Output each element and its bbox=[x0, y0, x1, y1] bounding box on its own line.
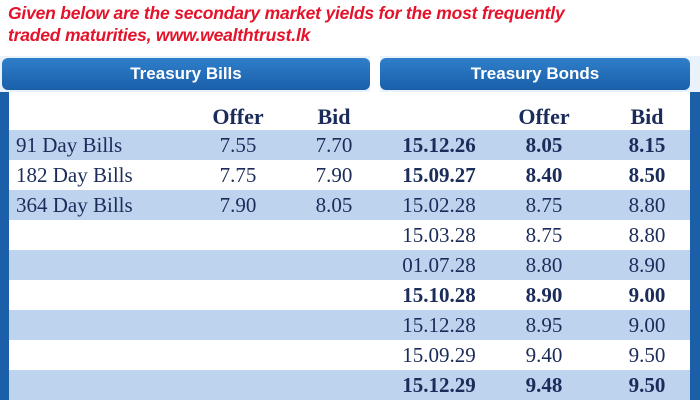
bond-offer-cell: 8.90 bbox=[525, 283, 563, 307]
bill-offer-cell: 7.75 bbox=[219, 163, 257, 187]
column-header-row: Offer Bid Offer Bid bbox=[9, 92, 690, 130]
table-row: 15.12.28 8.95 9.00 bbox=[9, 310, 690, 340]
bonds-offer-heading: Offer bbox=[518, 104, 570, 129]
table-row: 182 Day Bills 7.75 7.90 15.09.27 8.40 8.50 bbox=[9, 160, 690, 190]
caption-line-1: Given below are the secondary market yie… bbox=[8, 3, 565, 23]
bill-name-cell: 182 Day Bills bbox=[16, 163, 133, 187]
bill-bid-cell: 7.70 bbox=[315, 133, 353, 157]
bond-bid-cell: 9.00 bbox=[628, 283, 666, 307]
bond-bid-cell: 8.50 bbox=[628, 163, 666, 187]
bond-offer-cell: 8.75 bbox=[525, 223, 563, 247]
caption-line-2: traded maturities, www.wealthtrust.lk bbox=[8, 25, 311, 45]
table-row: 15.03.28 8.75 8.80 bbox=[9, 220, 690, 250]
table-row: 91 Day Bills 7.55 7.70 15.12.26 8.05 8.15 bbox=[9, 130, 690, 160]
frame-left-edge bbox=[0, 92, 9, 400]
bond-bid-cell: 8.80 bbox=[628, 223, 666, 247]
bond-bid-cell: 9.50 bbox=[628, 373, 666, 397]
bill-offer-cell: 7.55 bbox=[219, 133, 257, 157]
bond-maturity-cell: 15.03.28 bbox=[402, 223, 476, 247]
table-row: 364 Day Bills 7.90 8.05 15.02.28 8.75 8.80 bbox=[9, 190, 690, 220]
bond-offer-cell: 9.48 bbox=[525, 373, 563, 397]
frame-right-edge bbox=[690, 92, 700, 400]
yields-table: Offer Bid Offer Bid 91 Day Bills 7.55 7.70… bbox=[9, 92, 690, 400]
header-gap bbox=[370, 56, 380, 92]
bond-bid-cell: 8.15 bbox=[628, 133, 666, 157]
bond-bid-cell: 8.80 bbox=[628, 193, 666, 217]
bond-bid-cell: 8.90 bbox=[628, 253, 666, 277]
bond-offer-cell: 8.40 bbox=[525, 163, 563, 187]
bond-offer-cell: 8.75 bbox=[525, 193, 563, 217]
bills-offer-heading: Offer bbox=[212, 104, 264, 129]
bond-bid-cell: 9.00 bbox=[628, 313, 666, 337]
bond-maturity-cell: 15.12.28 bbox=[402, 313, 476, 337]
bond-bid-cell: 9.50 bbox=[628, 343, 666, 367]
bill-name-cell: 91 Day Bills bbox=[16, 133, 123, 157]
bonds-bid-heading: Bid bbox=[630, 104, 664, 129]
treasury-bills-header: Treasury Bills bbox=[2, 58, 370, 90]
bond-maturity-cell: 01.07.28 bbox=[402, 253, 476, 277]
bond-offer-cell: 9.40 bbox=[525, 343, 563, 367]
bond-maturity-cell: 15.12.29 bbox=[402, 373, 476, 397]
bond-offer-cell: 8.95 bbox=[525, 313, 563, 337]
table-row: 15.12.29 9.48 9.50 bbox=[9, 370, 690, 400]
bond-maturity-cell: 15.09.27 bbox=[402, 163, 476, 187]
bond-offer-cell: 8.05 bbox=[525, 133, 563, 157]
bond-maturity-cell: 15.02.28 bbox=[402, 193, 476, 217]
bill-offer-cell: 7.90 bbox=[219, 193, 257, 217]
bond-maturity-cell: 15.10.28 bbox=[402, 283, 476, 307]
table-row: 15.10.28 8.90 9.00 bbox=[9, 280, 690, 310]
bill-name-cell: 364 Day Bills bbox=[16, 193, 133, 217]
caption: Given below are the secondary market yie… bbox=[8, 2, 688, 46]
bond-maturity-cell: 15.09.29 bbox=[402, 343, 476, 367]
bill-bid-cell: 8.05 bbox=[315, 193, 353, 217]
bond-offer-cell: 8.80 bbox=[525, 253, 563, 277]
table-row: 15.09.29 9.40 9.50 bbox=[9, 340, 690, 370]
bond-maturity-cell: 15.12.26 bbox=[402, 133, 476, 157]
bills-bid-heading: Bid bbox=[317, 104, 351, 129]
bill-bid-cell: 7.90 bbox=[315, 163, 353, 187]
table-row: 01.07.28 8.80 8.90 bbox=[9, 250, 690, 280]
treasury-bonds-header: Treasury Bonds bbox=[380, 58, 690, 90]
